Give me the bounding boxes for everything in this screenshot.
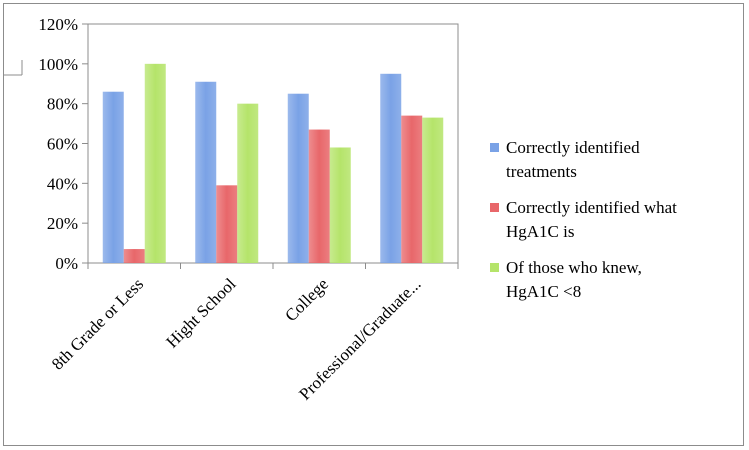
bar: [380, 73, 402, 264]
bar: [102, 91, 124, 263]
bars: [102, 63, 444, 264]
y-tick-label: 80%: [47, 95, 78, 114]
legend: Correctly identified treatments Correctly …: [490, 138, 677, 301]
y-tick-label: 0%: [55, 254, 78, 273]
bar: [123, 249, 145, 263]
legend-label: treatments: [506, 162, 577, 181]
bar: [329, 147, 351, 263]
bar: [144, 63, 166, 264]
x-category-label: Hight School: [162, 274, 239, 351]
bar: [216, 185, 238, 263]
legend-label: Of those who knew,: [506, 258, 642, 277]
chart-frame: [3, 3, 744, 446]
bar: [308, 129, 330, 263]
legend-label: HgA1C is: [506, 222, 574, 241]
legend-label: Correctly identified what: [506, 198, 677, 217]
legend-swatch: [490, 203, 499, 212]
y-tick-label: 20%: [47, 214, 78, 233]
legend-label: HgA1C <8: [506, 282, 581, 301]
bar: [237, 103, 259, 264]
x-category-label: College: [281, 274, 332, 325]
legend-swatch: [490, 263, 499, 272]
bar: [287, 93, 309, 263]
bar: [422, 117, 444, 263]
y-tick-label: 40%: [47, 174, 78, 193]
y-axis: 0% 20% 40% 60% 80% 100% 120%: [4, 15, 89, 273]
bar: [401, 115, 423, 263]
x-category-label: 8th Grade or Less: [48, 274, 147, 373]
y-tick-label: 120%: [38, 15, 78, 34]
bar: [195, 81, 217, 263]
y-tick-label: 100%: [38, 55, 78, 74]
x-axis: 8th Grade or Less Hight School CollegeProf…: [48, 262, 459, 404]
legend-swatch: [490, 143, 499, 152]
legend-label: Correctly identified: [506, 138, 640, 157]
y-tick-label: 60%: [47, 135, 78, 154]
